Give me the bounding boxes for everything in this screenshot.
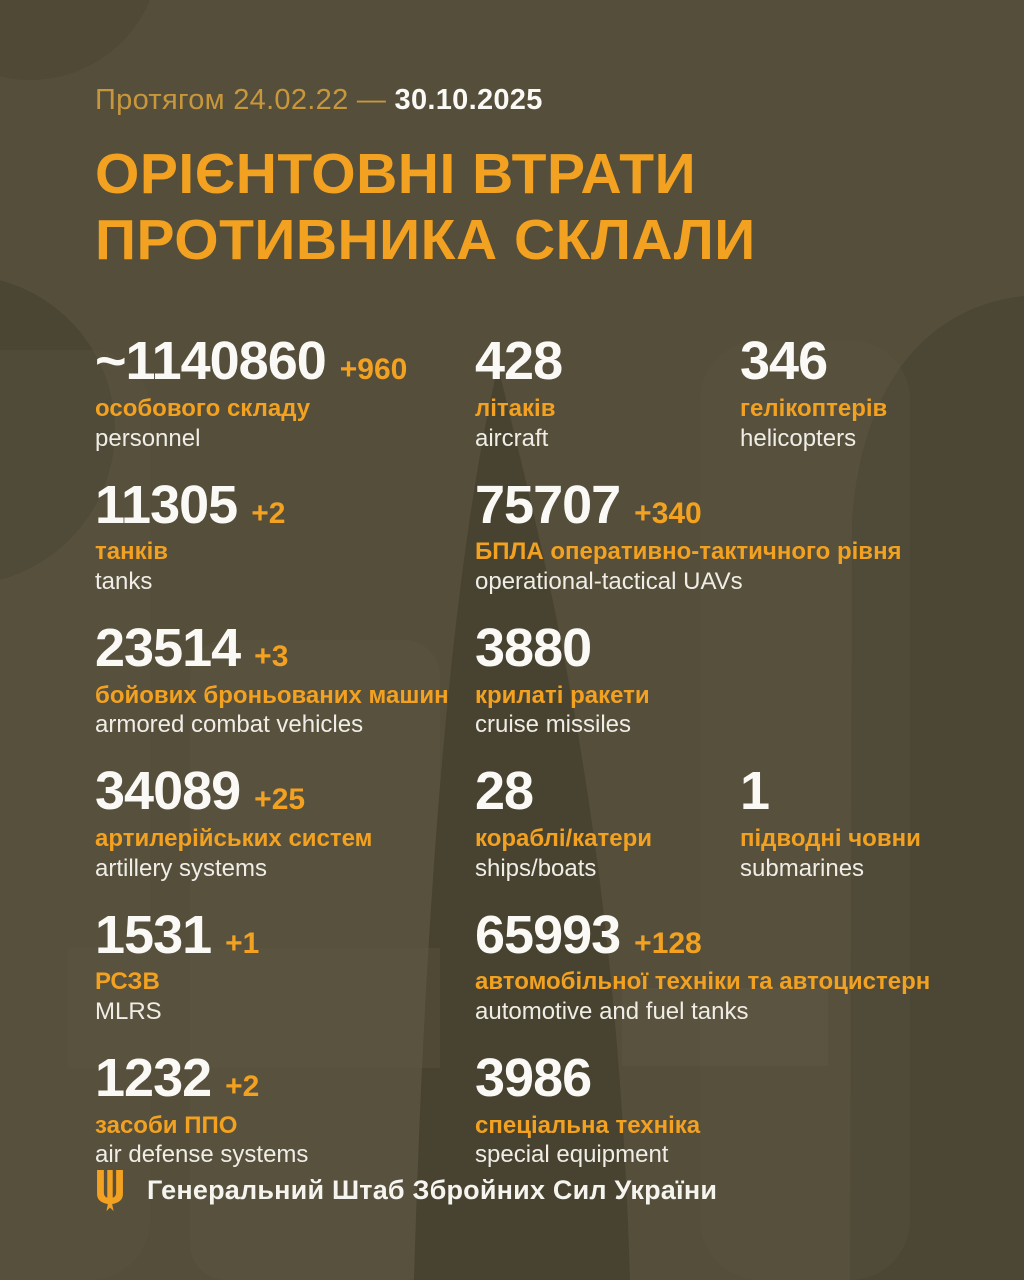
stat-label-uk: спеціальна техніка <box>475 1111 701 1139</box>
stat-submarines: 1 підводні човни submarines <box>740 763 994 882</box>
stat-label-uk: літаків <box>475 394 556 422</box>
stat-aircraft: 428 літаків aircraft <box>475 333 740 452</box>
stat-delta: +25 <box>254 783 306 817</box>
stat-label-en: ships/boats <box>475 854 597 882</box>
stat-label-uk: гелікоптерів <box>740 394 888 422</box>
period-label: Протягом 24.02.22 — <box>95 84 387 116</box>
stat-delta: +340 <box>634 496 702 530</box>
stat-value: 23514 <box>95 617 241 678</box>
stat-label-uk: БПЛА оперативно-тактичного рівня <box>475 538 902 566</box>
stat-armored-vehicles: 23514 +3 бойових броньованих машин armor… <box>95 620 475 739</box>
stat-delta: +3 <box>254 639 289 673</box>
stats-grid: ~1140860 +960 особового складу personnel… <box>95 333 994 1169</box>
stat-mlrs: 1531 +1 РСЗВ MLRS <box>95 904 475 1026</box>
stat-value: 3986 <box>475 1047 592 1108</box>
stat-label-en: tanks <box>95 568 153 596</box>
stat-label-uk: особового складу <box>95 394 311 422</box>
stat-label-en: personnel <box>95 424 201 452</box>
stat-delta: +1 <box>225 926 260 960</box>
stat-label-en: helicopters <box>740 424 857 452</box>
stat-ships: 28 кораблі/катери ships/boats <box>475 763 740 882</box>
stat-label-uk: автомобільної техніки та автоцистерн <box>475 968 931 996</box>
trident-icon <box>97 1170 123 1211</box>
page-title: ОРІЄНТОВНІ ВТРАТИ ПРОТИВНИКА СКЛАЛИ <box>95 141 994 273</box>
footer: Генеральний Штаб Збройних Сил України <box>95 1170 717 1211</box>
stat-special-equipment: 3986 спеціальна техніка special equipmen… <box>475 1050 994 1169</box>
stat-label-en: cruise missiles <box>475 711 632 739</box>
title-line-1: ОРІЄНТОВНІ ВТРАТИ <box>95 142 697 206</box>
stat-label-en: MLRS <box>95 998 162 1026</box>
stat-label-en: special equipment <box>475 1141 669 1169</box>
stat-label-en: submarines <box>740 854 865 882</box>
stat-label-en: automotive and fuel tanks <box>475 998 749 1026</box>
stat-label-uk: артилерійських систем <box>95 824 373 852</box>
stat-tanks: 11305 +2 танків tanks <box>95 474 475 596</box>
stat-label-en: air defense systems <box>95 1141 309 1169</box>
title-line-2: ПРОТИВНИКА СКЛАЛИ <box>95 208 756 273</box>
stat-label-uk: крилаті ракети <box>475 681 650 709</box>
period-date: 30.10.2025 <box>394 84 543 116</box>
stat-value: 1232 <box>95 1047 212 1108</box>
stat-label-uk: танків <box>95 538 169 566</box>
stat-value: 428 <box>475 331 563 392</box>
period-line: Протягом 24.02.22 — 30.10.2025 <box>95 84 994 117</box>
stat-label-uk: засоби ППО <box>95 1111 238 1139</box>
stat-uavs: 75707 +340 БПЛА оперативно-тактичного рі… <box>475 474 994 596</box>
stat-cruise-missiles: 3880 крилаті ракети cruise missiles <box>475 620 994 739</box>
stat-personnel: ~1140860 +960 особового складу personnel <box>95 333 475 452</box>
stat-label-en: armored combat vehicles <box>95 711 364 739</box>
stat-delta: +2 <box>251 496 286 530</box>
stat-label-uk: РСЗВ <box>95 968 160 996</box>
stat-value: 3880 <box>475 617 592 678</box>
stat-value: 65993 <box>475 904 621 965</box>
stat-delta: +128 <box>634 926 702 960</box>
stat-label-en: artillery systems <box>95 854 268 882</box>
stat-air-defense: 1232 +2 засоби ППО air defense systems <box>95 1050 475 1169</box>
stat-value: 28 <box>475 761 534 822</box>
stat-delta: +2 <box>225 1069 260 1103</box>
stat-value: 346 <box>740 331 828 392</box>
stat-value: ~1140860 <box>95 331 327 392</box>
source-attribution: Генеральний Штаб Збройних Сил України <box>147 1175 718 1205</box>
stat-label-uk: кораблі/катери <box>475 824 653 852</box>
stat-value: 11305 <box>95 474 238 535</box>
stat-value: 75707 <box>475 474 621 535</box>
stat-label-en: aircraft <box>475 424 549 452</box>
stat-vehicles-fuel: 65993 +128 автомобільної техніки та авто… <box>475 904 994 1026</box>
stat-delta: +960 <box>339 353 408 387</box>
stat-value: 1 <box>740 761 770 822</box>
stat-artillery: 34089 +25 артилерійських систем artiller… <box>95 763 475 882</box>
stat-label-en: operational-tactical UAVs <box>475 568 743 596</box>
stat-label-uk: бойових броньованих машин <box>95 681 449 709</box>
stat-value: 1531 <box>95 904 212 965</box>
stat-value: 34089 <box>95 761 241 822</box>
stat-helicopters: 346 гелікоптерів helicopters <box>740 333 994 452</box>
stat-label-uk: підводні човни <box>740 824 921 852</box>
